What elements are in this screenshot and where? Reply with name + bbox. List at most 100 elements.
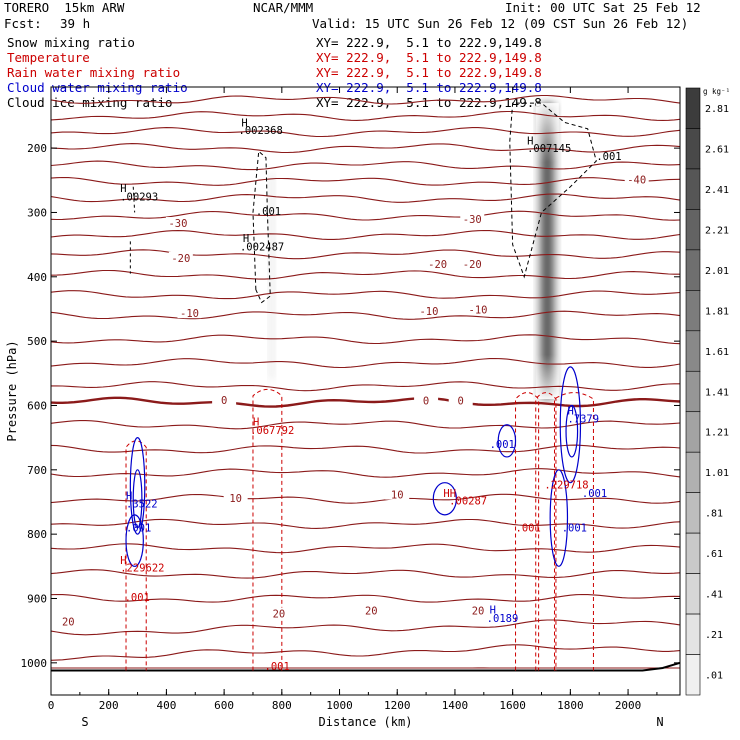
isotherm-line xyxy=(50,444,681,454)
isotherm-line xyxy=(50,269,680,280)
rain-water-contour xyxy=(125,440,147,671)
field-annotation: .7379 xyxy=(567,413,599,425)
temperature-label-bg xyxy=(414,394,439,406)
colorbar-label: .41 xyxy=(705,590,723,601)
isotherm-line xyxy=(50,569,681,579)
field-annotation: .001 xyxy=(125,592,150,604)
colorbar-unit: g kg⁻¹ xyxy=(703,87,730,96)
temperature-label: 10 xyxy=(229,493,242,505)
temperature-label-bg xyxy=(223,491,248,503)
temperature-label: -10 xyxy=(419,306,438,318)
temperature-label: 10 xyxy=(391,490,404,502)
temperature-label: -30 xyxy=(168,218,187,230)
colorbar-swatch xyxy=(685,654,701,696)
temperature-label: 20 xyxy=(365,605,378,617)
legend-rain-name: Rain water mixing ratio xyxy=(7,65,181,80)
temperature-label: 20 xyxy=(472,605,485,617)
isotherm-line xyxy=(50,396,681,408)
colorbar-swatch xyxy=(685,451,701,493)
x-axis-label: Distance (km) xyxy=(319,715,413,729)
y-tick-label: 200 xyxy=(27,142,47,155)
field-annotation: .229622 xyxy=(120,563,164,575)
colorbar-label: 2.21 xyxy=(705,225,729,236)
legend-rain-xy: XY= 222.9, 5.1 to 222.9,149.8 xyxy=(316,65,542,80)
field-annotation: H xyxy=(490,604,496,616)
temperature-label: -20 xyxy=(463,259,482,271)
forecast-label: Fcst: xyxy=(4,16,42,31)
field-annotation: .00293 xyxy=(120,191,158,203)
temperature-label: 0 xyxy=(221,395,227,407)
colorbar-swatch xyxy=(685,532,701,574)
isotherm-line xyxy=(50,290,681,300)
cloud-ice-contour xyxy=(252,150,271,304)
snow-column-fade xyxy=(535,103,559,400)
colorbar-label: 1.21 xyxy=(705,428,729,439)
temperature-label: -10 xyxy=(469,304,488,316)
colorbar-swatch xyxy=(685,128,701,170)
temperature-contours xyxy=(50,94,681,672)
colorbar-swatch xyxy=(685,87,701,129)
temperature-label-bg xyxy=(466,303,491,315)
temperature-label: 20 xyxy=(62,616,75,628)
temperature-label-bg xyxy=(624,173,649,185)
cloud-ice-contour xyxy=(129,186,136,274)
temperature-label-bg xyxy=(460,213,485,225)
temperature-label: 0 xyxy=(423,396,429,408)
isotherm-line xyxy=(50,593,681,603)
legend-cloudice-xy: XY= 222.9, 5.1 to 222.9,149.8 xyxy=(316,95,542,110)
temperature-label-bg xyxy=(56,615,81,627)
cloud-ice-contour xyxy=(509,102,597,279)
x-tick-label: 0 xyxy=(48,699,55,712)
y-tick-label: 1000 xyxy=(21,657,48,670)
isotherm-line xyxy=(50,229,681,240)
colorbar-label: 1.01 xyxy=(705,468,729,479)
cloud-water-contour xyxy=(125,514,144,567)
colorbar-swatch xyxy=(685,370,701,413)
field-annotation: H xyxy=(243,233,249,245)
field-annotation: .001 xyxy=(562,523,587,535)
colorbar: 2.81 2.61 2.41 2.21 2.01 1.81 1.61 1.41 1.21 1.01… xyxy=(685,87,730,696)
x-tick-label: 1000 xyxy=(326,699,353,712)
temperature-label-bg xyxy=(165,217,190,229)
cloud-water-contour xyxy=(497,424,517,458)
isotherm-line xyxy=(50,127,681,138)
isotherm-line xyxy=(50,160,681,171)
temperature-label: -20 xyxy=(171,253,190,265)
isotherm-line xyxy=(50,210,681,221)
field-annotation: .001 xyxy=(265,661,290,673)
colorbar-label: .81 xyxy=(705,509,723,520)
temperature-label-bg xyxy=(359,604,384,616)
valid-time: Valid: 15 UTC Sun 26 Feb 12 (09 CST Sun … xyxy=(312,16,689,31)
terrain-line xyxy=(51,661,681,672)
field-annotation: .002368 xyxy=(239,125,283,137)
y-tick-label: 700 xyxy=(27,464,47,477)
legend-temperature-name: Temperature xyxy=(7,50,90,65)
isotherm-line xyxy=(50,94,681,105)
temperature-label-bg xyxy=(416,305,441,317)
temperature-label-bg xyxy=(168,251,193,263)
isotherm-line xyxy=(50,193,681,203)
colorbar-swatch xyxy=(685,330,701,372)
cloud-water-contour xyxy=(132,469,143,529)
isotherm-line xyxy=(50,110,681,121)
y-tick-label: 600 xyxy=(27,399,47,412)
colorbar-label: 2.41 xyxy=(705,185,729,196)
temperature-label-bg xyxy=(460,258,485,270)
temperature-label-bg xyxy=(266,607,291,619)
isotherm-line xyxy=(50,468,681,478)
x-tick-label: 1400 xyxy=(442,699,469,712)
temperature-label-bg xyxy=(425,258,450,270)
cloud-water-contour xyxy=(549,469,569,567)
plot-frame xyxy=(50,86,681,696)
cloud-water-contour xyxy=(559,366,582,484)
isotherm-line xyxy=(51,381,680,392)
isotherm-line xyxy=(50,357,681,369)
snow-shading xyxy=(267,103,559,400)
plot-axes: 0 200 400 600 800 1000 1200 1400 1600 1800 2000200… xyxy=(5,86,681,729)
rain-water-contour xyxy=(252,388,283,671)
temperature-label: -20 xyxy=(428,259,447,271)
isotherm-line xyxy=(50,619,681,636)
isotherm-line xyxy=(50,176,681,186)
colorbar-swatch xyxy=(685,249,701,291)
y-tick-label: 800 xyxy=(27,528,47,541)
